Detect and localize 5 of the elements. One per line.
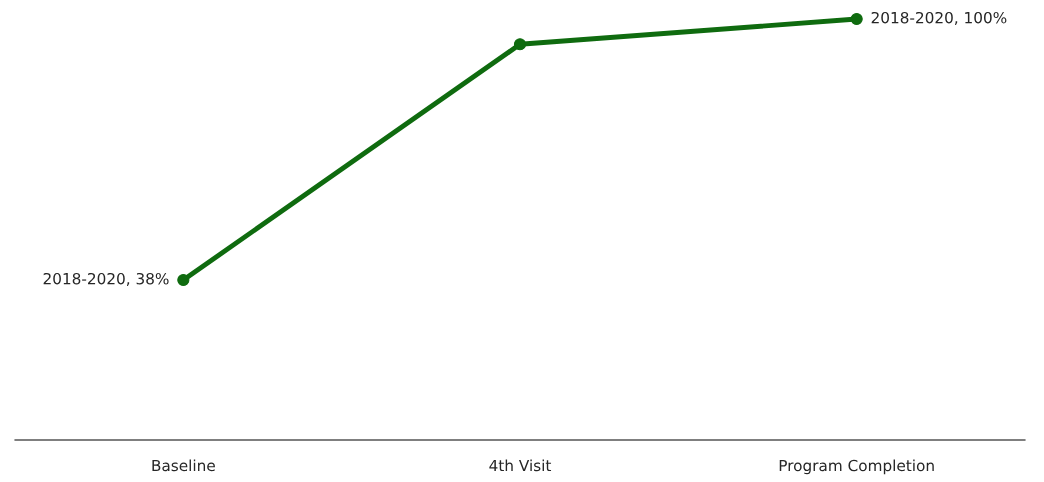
- data-label: 2018-2020, 38%: [43, 272, 169, 287]
- x-tick-label: Baseline: [152, 459, 215, 472]
- x-tick-label: Program Completion: [779, 459, 934, 475]
- x-tick-label: 4th Visit: [489, 459, 552, 472]
- data-label: 2018-2020, 100%: [871, 11, 1007, 25]
